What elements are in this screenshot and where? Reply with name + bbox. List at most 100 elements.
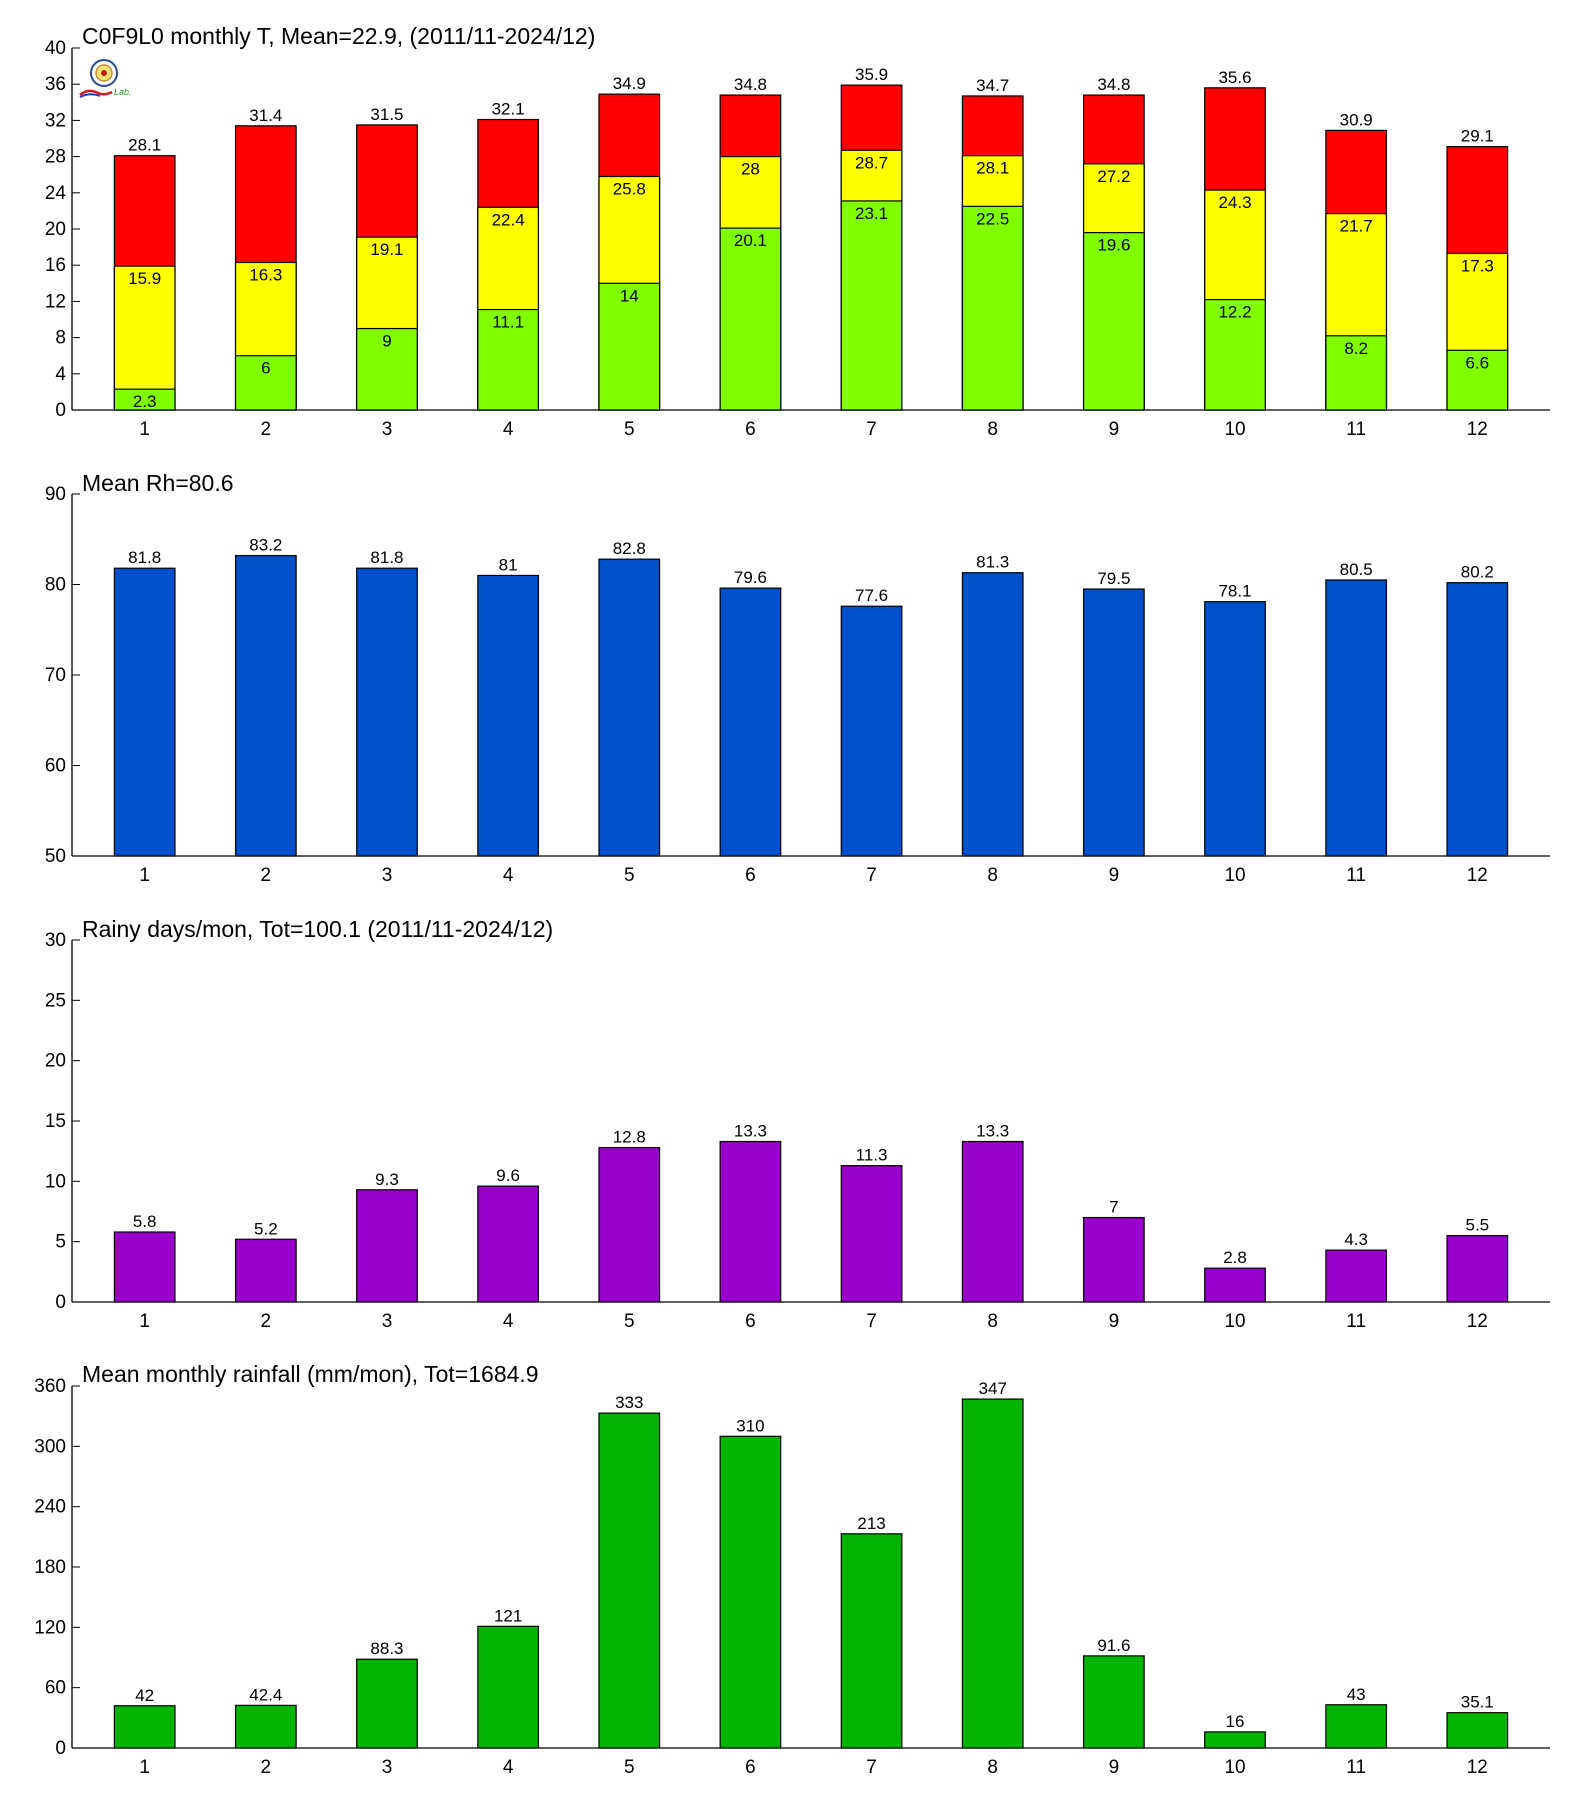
rainfall-data-label: 42.4 (249, 1685, 282, 1704)
temperature-mean-data-label: 17.3 (1461, 256, 1494, 275)
rainfall-x-tick-label: 7 (866, 1757, 877, 1778)
humidity-y-tick-label: 60 (45, 756, 66, 777)
temperature-max-data-label: 34.9 (613, 74, 646, 93)
humidity-data-label: 82.8 (613, 539, 646, 558)
rainy-days-x-tick-label: 1 (139, 1311, 150, 1332)
humidity-bar (719, 587, 782, 857)
humidity-x-tick-label: 4 (503, 865, 514, 886)
temperature-mean-data-label: 27.2 (1097, 167, 1130, 186)
humidity-y-tick-label: 80 (45, 575, 66, 596)
temperature-mean-bar (113, 265, 176, 411)
temperature-title: C0F9L0 monthly T, Mean=22.9, (2011/11-20… (82, 23, 595, 49)
temperature-min-data-label: 19.6 (1097, 236, 1130, 255)
rainfall-x-tick-label: 4 (503, 1757, 514, 1778)
temperature-max-data-label: 35.9 (855, 65, 888, 84)
humidity-data-label: 81.3 (976, 553, 1009, 572)
temperature-mean-data-label: 22.4 (492, 210, 525, 229)
rainfall-x-tick-label: 6 (745, 1757, 756, 1778)
rainfall-x-tick-label: 5 (624, 1757, 635, 1778)
rainy-days-x-tick-label: 4 (503, 1311, 514, 1332)
humidity-x-tick-label: 1 (139, 865, 150, 886)
rainfall-bar (356, 1658, 418, 1749)
temperature-max-data-label: 31.4 (249, 106, 282, 125)
temperature-min-data-label: 9 (382, 332, 391, 351)
rainy-days-y-tick-label: 0 (55, 1292, 66, 1313)
temperature-mean-data-label: 28.7 (855, 153, 888, 172)
rainfall-bar (961, 1398, 1024, 1749)
temperature-min-data-label: 20.1 (734, 231, 767, 250)
rainy-days-panel: Rainy days/mon, Tot=100.1 (2011/11-2024/… (45, 916, 1550, 1332)
rainy-days-x-tick-label: 2 (261, 1311, 272, 1332)
rainy-days-bar (598, 1146, 661, 1303)
rainy-days-y-tick-label: 30 (45, 930, 66, 951)
temperature-x-tick-label: 6 (745, 419, 756, 440)
rainy-days-y-tick-label: 10 (45, 1171, 66, 1192)
rainy-days-data-label: 11.3 (856, 1146, 888, 1165)
rainfall-bar (1325, 1704, 1388, 1749)
rainfall-data-label: 88.3 (370, 1639, 403, 1658)
rainfall-bar (1204, 1731, 1266, 1749)
temperature-mean-data-label: 16.3 (249, 265, 282, 284)
temperature-y-tick-label: 32 (45, 110, 66, 131)
rainy-days-y-tick-label: 25 (45, 990, 66, 1011)
rainfall-x-tick-label: 1 (139, 1757, 150, 1778)
rainfall-y-tick-label: 240 (34, 1497, 66, 1518)
rainfall-data-label: 91.6 (1097, 1636, 1130, 1655)
rainfall-panel: Mean monthly rainfall (mm/mon), Tot=1684… (34, 1361, 1550, 1778)
temperature-max-data-label: 34.8 (1097, 75, 1130, 94)
temperature-min-bar (1204, 298, 1266, 411)
rainy-days-data-label: 2.8 (1223, 1248, 1247, 1267)
humidity-y-tick-label: 50 (45, 846, 66, 867)
rainfall-data-label: 347 (979, 1379, 1007, 1398)
humidity-bar (356, 567, 418, 857)
rainfall-x-tick-label: 12 (1467, 1757, 1488, 1778)
humidity-bar (477, 574, 540, 857)
rainy-days-bar (477, 1185, 540, 1303)
temperature-max-data-label: 32.1 (492, 99, 525, 118)
rainfall-data-label: 42 (135, 1686, 154, 1705)
rainy-days-x-tick-label: 5 (624, 1311, 635, 1332)
temperature-min-bar (961, 205, 1024, 411)
humidity-data-label: 81.8 (128, 548, 161, 567)
rainy-days-data-label: 7 (1109, 1198, 1118, 1217)
rainy-days-x-tick-label: 12 (1467, 1311, 1488, 1332)
rainfall-bar (1082, 1655, 1145, 1749)
rainfall-title: Mean monthly rainfall (mm/mon), Tot=1684… (82, 1361, 539, 1387)
rainy-days-data-label: 5.5 (1465, 1216, 1489, 1235)
humidity-bar (598, 558, 661, 857)
temperature-y-tick-label: 40 (45, 38, 66, 59)
temperature-min-data-label: 2.3 (133, 392, 157, 411)
humidity-y-tick-label: 90 (45, 484, 66, 505)
humidity-bar (113, 567, 176, 857)
rainy-days-data-label: 4.3 (1344, 1230, 1368, 1249)
humidity-x-tick-label: 10 (1224, 865, 1245, 886)
rainfall-data-label: 43 (1347, 1685, 1366, 1704)
rainy-days-bar (961, 1140, 1024, 1303)
rainfall-bar (1446, 1712, 1509, 1749)
temperature-max-data-label: 34.7 (976, 76, 1009, 95)
humidity-title: Mean Rh=80.6 (82, 470, 234, 496)
rainy-days-title: Rainy days/mon, Tot=100.1 (2011/11-2024/… (82, 916, 553, 942)
rainfall-bar (719, 1435, 782, 1749)
rainfall-data-label: 213 (857, 1514, 885, 1533)
temperature-min-bar (598, 282, 661, 411)
rainfall-x-tick-label: 10 (1224, 1757, 1245, 1778)
rainfall-y-tick-label: 180 (34, 1557, 66, 1578)
temperature-mean-data-label: 24.3 (1218, 193, 1251, 212)
humidity-data-label: 78.1 (1218, 582, 1251, 601)
rainy-days-bar (234, 1238, 297, 1303)
rainfall-x-tick-label: 3 (382, 1757, 393, 1778)
humidity-x-tick-label: 12 (1467, 865, 1488, 886)
temperature-y-tick-label: 12 (45, 291, 66, 312)
humidity-data-label: 80.5 (1340, 560, 1373, 579)
rainfall-data-label: 35.1 (1461, 1693, 1494, 1712)
temperature-x-tick-label: 5 (624, 419, 635, 440)
temperature-min-bar (234, 355, 297, 411)
rainfall-data-label: 16 (1226, 1712, 1245, 1731)
rainy-days-bar (113, 1231, 176, 1303)
temperature-x-tick-label: 10 (1224, 419, 1245, 440)
rainy-days-y-tick-label: 20 (45, 1051, 66, 1072)
rainy-days-data-label: 9.6 (496, 1166, 520, 1185)
rainfall-bar (234, 1704, 297, 1749)
